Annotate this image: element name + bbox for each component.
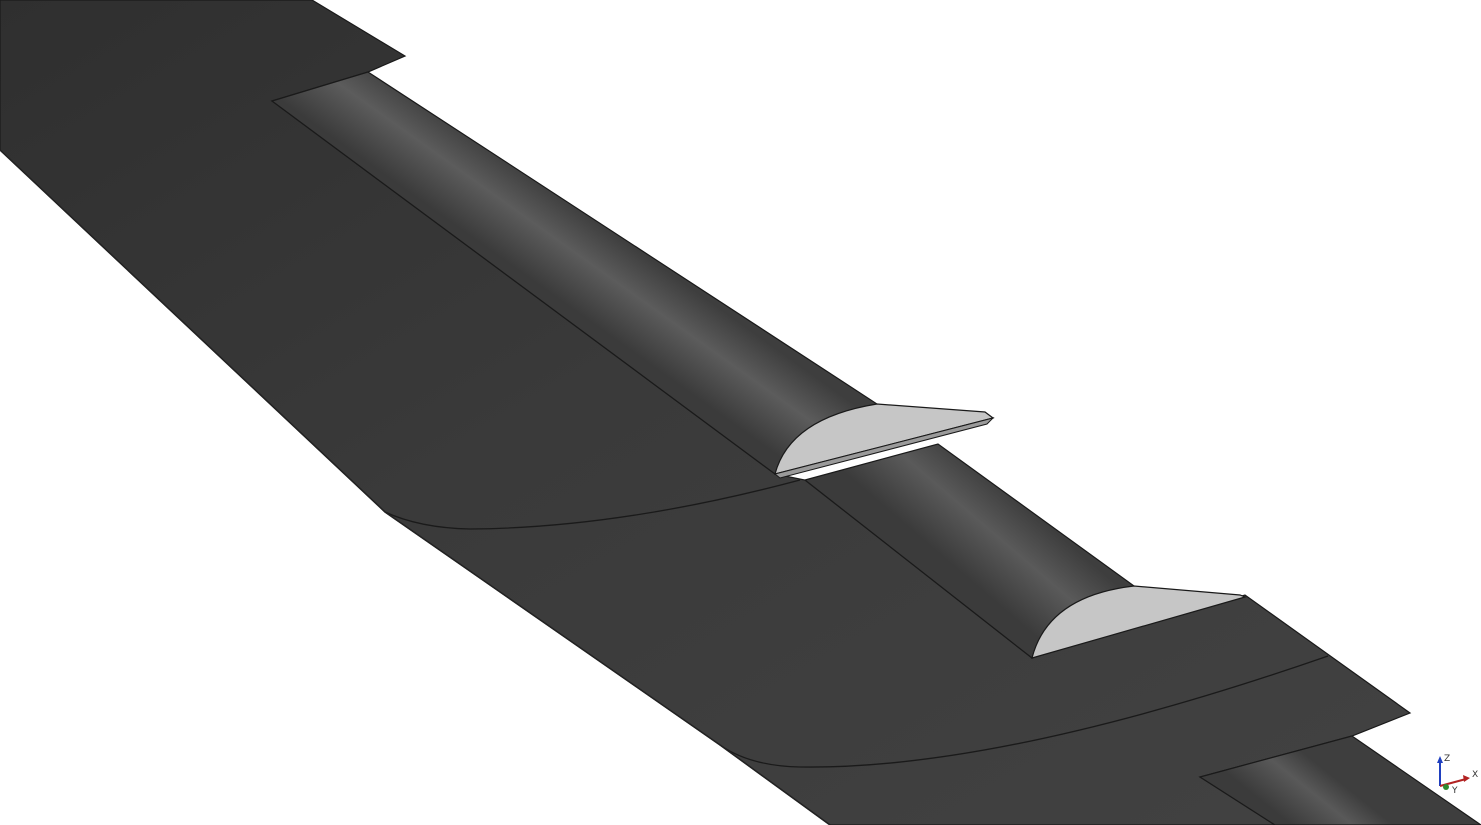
- z-axis-arrow-icon: [1437, 756, 1443, 763]
- y-axis-label: Y: [1451, 786, 1458, 796]
- x-axis-arrow-icon: [1463, 775, 1470, 782]
- x-axis-label: X: [1472, 770, 1478, 780]
- axis-triad: Z X Y: [1437, 754, 1478, 796]
- y-axis-dot-icon: [1443, 784, 1449, 790]
- flap-panel-outboard[interactable]: [1198, 735, 1481, 825]
- flap-trailing-edge-inboard: [773, 417, 995, 479]
- section-face-middle[interactable]: [1031, 585, 1247, 659]
- wing-leading-edge: [0, 149, 831, 825]
- seam-line-inboard: [384, 479, 801, 530]
- seam-line-outboard: [719, 655, 1329, 768]
- z-axis-label: Z: [1444, 754, 1450, 764]
- section-face-inboard[interactable]: [774, 403, 995, 475]
